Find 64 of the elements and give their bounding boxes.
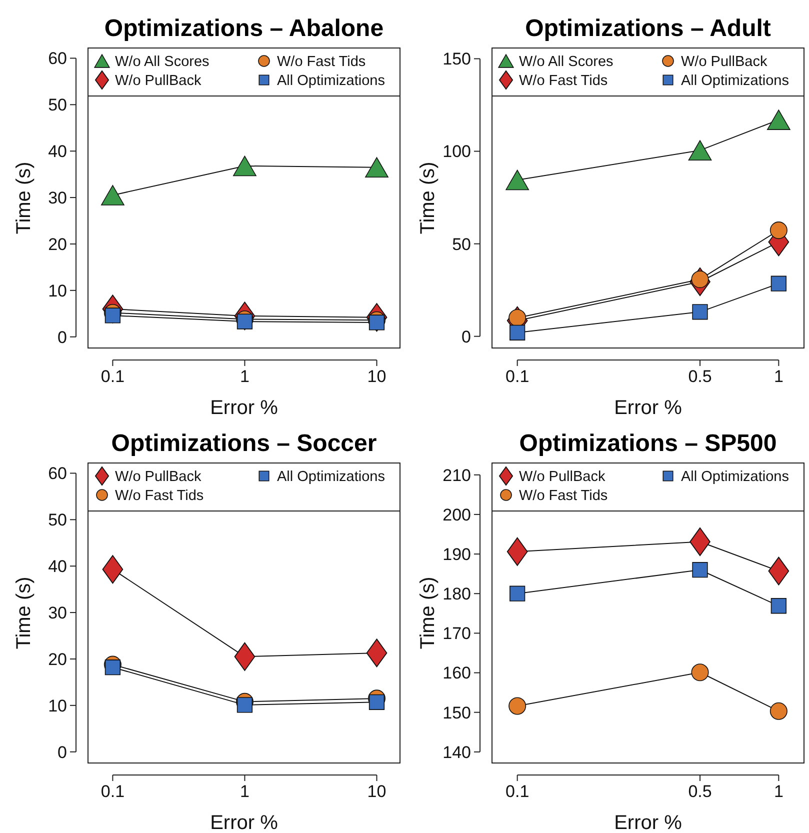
legend-label: W/o PullBack — [519, 469, 606, 486]
legend-label: W/o All Scores — [115, 54, 210, 70]
y-tick-label: 60 — [48, 49, 67, 68]
y-tick-label: 50 — [452, 234, 471, 254]
legend-label: W/o Fast Tids — [115, 488, 204, 504]
y-tick-label: 0 — [462, 327, 471, 346]
y-tick-label: 20 — [48, 234, 67, 254]
x-tick-label: 0.5 — [688, 367, 712, 386]
y-tick-label: 0 — [58, 742, 67, 762]
x-tick-label: 10 — [367, 782, 386, 801]
y-tick-label: 170 — [442, 624, 471, 644]
y-tick-label: 150 — [442, 703, 471, 722]
y-tick-label: 50 — [48, 510, 67, 530]
x-tick-label: 0.1 — [100, 782, 125, 801]
legend-label: W/o PullBack — [681, 54, 768, 70]
y-tick-label: 30 — [48, 188, 67, 208]
x-tick-label: 0.1 — [506, 367, 530, 386]
x-tick-label: 1 — [240, 367, 250, 386]
y-tick-label: 100 — [442, 142, 471, 162]
y-axis-title: Time (s) — [417, 576, 439, 650]
legend-label: W/o PullBack — [115, 469, 202, 486]
y-tick-label: 160 — [442, 664, 471, 683]
y-tick-label: 20 — [48, 650, 67, 669]
y-tick-label: 150 — [442, 50, 471, 69]
x-tick-label: 10 — [367, 367, 386, 386]
y-tick-label: 10 — [48, 696, 67, 716]
legend-label: All Optimizations — [277, 73, 385, 90]
legend-label: W/o Fast Tids — [519, 488, 608, 504]
y-tick-label: 200 — [442, 505, 471, 524]
y-tick-label: 30 — [48, 603, 67, 622]
y-tick-label: 190 — [442, 544, 471, 564]
y-tick-label: 0 — [58, 328, 67, 347]
chart-title: Optimizations – Abalone — [104, 15, 384, 42]
x-axis-title: Error % — [614, 812, 682, 833]
y-tick-label: 40 — [48, 557, 67, 576]
y-tick-label: 10 — [48, 281, 67, 300]
legend-label: All Optimizations — [681, 73, 789, 90]
x-tick-label: 0.1 — [506, 782, 530, 801]
chart-title: Optimizations – Adult — [525, 15, 771, 42]
y-axis-title: Time (s) — [13, 576, 35, 650]
y-axis-title: Time (s) — [13, 162, 35, 234]
y-tick-label: 180 — [442, 584, 471, 604]
legend-label: W/o Fast Tids — [519, 73, 608, 90]
legend-label: W/o All Scores — [519, 54, 614, 70]
x-tick-label: 0.1 — [100, 367, 125, 386]
chart-title: Optimizations – SP500 — [519, 430, 777, 457]
x-tick-label: 1 — [774, 367, 784, 386]
legend-label: W/o PullBack — [115, 73, 202, 90]
legend-label: All Optimizations — [681, 469, 789, 486]
x-tick-label: 1 — [774, 782, 784, 801]
legend-label: All Optimizations — [277, 469, 385, 486]
x-axis-title: Error % — [614, 397, 682, 419]
x-axis-title: Error % — [210, 397, 278, 419]
chart-title: Optimizations – Soccer — [111, 430, 377, 457]
x-tick-label: 1 — [240, 782, 250, 801]
y-tick-label: 140 — [442, 742, 471, 762]
x-axis-title: Error % — [210, 812, 278, 833]
y-tick-label: 40 — [48, 142, 67, 162]
y-tick-label: 210 — [442, 466, 471, 485]
y-tick-label: 50 — [48, 96, 67, 115]
x-tick-label: 0.5 — [688, 782, 712, 801]
y-axis-title: Time (s) — [417, 162, 439, 234]
y-tick-label: 60 — [48, 464, 67, 484]
legend-label: W/o Fast Tids — [277, 54, 366, 70]
